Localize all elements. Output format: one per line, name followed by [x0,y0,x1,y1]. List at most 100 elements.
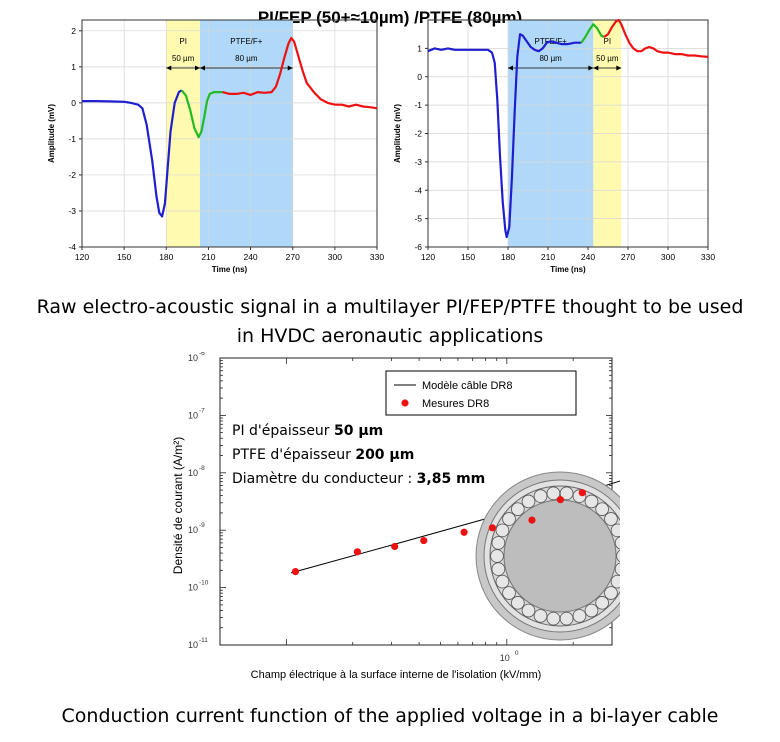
x-tick-label: 210 [201,252,215,262]
y-tick-label: 10 [188,525,198,535]
caption-bottom: Conduction current function of the appli… [61,705,719,727]
plot-frame [81,19,378,248]
y-tick-label: -1 [414,100,422,110]
x-tick-label: 300 [661,252,675,262]
series-line-green [580,23,605,44]
conductor-strand [614,536,620,550]
cable-core [503,499,617,613]
measurement-point [460,528,468,536]
conductor-strand [490,549,504,563]
conductor-strand [495,574,510,589]
measurement-point [391,542,399,551]
arrow-head [287,65,293,71]
y-tick-label: 0 [71,98,76,108]
conductor-strand [559,611,574,626]
x-axis-label: Time (ns) [212,265,248,274]
annotation-value: 50 µm [334,423,383,439]
x-tick-label: 330 [701,252,715,262]
x-axis-label: Time (ns) [550,265,586,274]
y-tick-label: 10 [188,410,198,420]
annotation-text: PI d'épaisseur [232,423,334,439]
arrow-head [616,65,622,71]
conductor-strand [610,523,620,538]
y-tick-label: 0 [417,72,422,82]
arrow-head [508,65,513,71]
annotation-text: PTFE d'épaisseur [232,447,355,463]
x-tick-exponent: 0 [515,650,519,657]
region-band [166,20,200,247]
annotation-line: PI d'épaisseur 50 µm [232,423,383,439]
y-tick-label: 2 [71,26,76,36]
x-tick-label: 150 [117,252,131,262]
region-label: PI [179,37,187,46]
annotation-text: Diamètre du conducteur : [232,471,417,487]
series-line-blue [82,89,183,218]
y-tick-label: -6 [414,242,422,252]
conductor-strand [533,609,548,623]
conductor-strand [595,596,609,610]
y-tick-exponent: -9 [199,522,205,529]
y-tick-label: 1 [71,62,76,72]
y-tick-label: 10 [188,353,198,363]
x-tick-label: 270 [621,252,635,262]
legend-box [385,370,577,416]
conductor-strand [521,494,536,509]
conductor-strand [521,603,536,618]
y-tick-label: -3 [68,206,76,216]
series-line-blue [427,33,582,239]
x-tick-label: 270 [286,252,300,262]
y-tick-label: -2 [68,170,76,180]
region-label: PTFE/F+ [230,37,263,46]
region-thickness: 80 µm [539,54,562,63]
y-tick-label: 10 [188,468,198,478]
conductor-strand [502,586,516,600]
y-tick-exponent: -10 [199,580,209,587]
measurement-point [420,536,428,545]
arrow-head [588,65,594,71]
conductor-strand [495,523,510,538]
measurement-point [291,567,300,576]
region-thickness: 80 µm [235,54,258,63]
region-label: PI [604,37,612,46]
annotation-value: 3,85 mm [417,471,486,487]
measurement-point [556,496,564,504]
conductor-strand [502,512,516,526]
model-line [290,480,620,574]
measurement-point [353,548,361,556]
arrow-head [166,65,172,71]
series-line-red [222,36,378,110]
conductor-strand [614,562,620,576]
annotation-line: PTFE d'épaisseur 200 µm [232,447,414,463]
x-axis-label: Champ électrique à la surface interne de… [251,669,542,681]
y-tick-label: -3 [414,157,422,167]
legend-marker-swatch [401,399,409,407]
annotation-line: Diamètre du conducteur : 3,85 mm [232,471,485,487]
y-tick-exponent: -6 [199,352,205,357]
legend-label-measures: Mesures DR8 [422,398,489,410]
x-tick-label: 210 [541,252,555,262]
x-tick-label: 120 [421,252,435,262]
y-tick-exponent: -7 [199,407,205,414]
annotation-value: 200 µm [355,447,414,463]
y-axis-label: Densité de courant (A/m²) [171,437,185,574]
region-thickness: 50 µm [596,54,619,63]
conductor-strand [491,536,506,550]
conductor-strand [511,596,525,610]
x-tick-label: 180 [501,252,515,262]
legend-label-model: Modèle câble DR8 [422,380,513,392]
conductor-strand [584,603,599,618]
x-tick-label: 240 [243,252,257,262]
x-tick-label: 330 [370,252,384,262]
x-tick-label: 10 [500,653,510,663]
conductor-strand [616,549,620,563]
y-axis-label: Amplitude (mV) [47,104,56,163]
series-line-green [180,89,223,139]
measurement-point [528,516,536,524]
conductor-strand [546,611,561,626]
y-tick-exponent: -11 [199,637,208,644]
y-tick-label: 10 [188,583,198,593]
y-tick-label: -4 [414,185,422,195]
y-tick-label: -5 [414,214,422,224]
arrow-head [195,65,200,71]
